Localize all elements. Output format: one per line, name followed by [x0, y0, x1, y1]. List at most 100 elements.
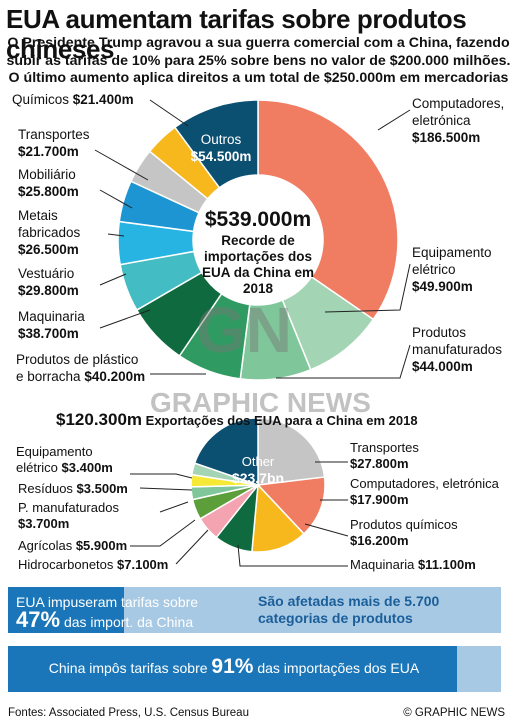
- leader-mobiliario: [99, 189, 133, 209]
- imports-slice-computadores-eletronica: [257, 99, 399, 321]
- label-mobiliario-name: Mobiliário: [18, 167, 76, 182]
- label-metais-name-1: Metais: [18, 208, 58, 223]
- exp-leader-agri: [130, 519, 196, 547]
- exp-resid-name: Resíduos: [18, 481, 73, 496]
- leader-maquinaria: [99, 309, 151, 329]
- label-plastico: Produtos de plástico e borracha $40.200m: [16, 351, 145, 385]
- exp-resid-value: $3.500m: [76, 481, 128, 496]
- label-quimicos-name: Químicos: [12, 92, 70, 107]
- exp-pman-name: P. manufaturados: [18, 500, 119, 515]
- headline: EUA aumentam tarifas sobre produtos chin…: [6, 4, 467, 64]
- label-mobiliario-value: $25.800m: [18, 184, 79, 199]
- exp-equip-name-2: elétrico: [16, 460, 58, 475]
- leader-prodman: [276, 344, 411, 379]
- leader-metais: [107, 233, 125, 237]
- leader-equipamento: [324, 263, 411, 313]
- exports-pie: [190, 417, 326, 553]
- exp-quim-name: Produtos químicos: [350, 517, 458, 532]
- exports-title: $120.300m Exportações dos EUA para a Chi…: [56, 410, 476, 431]
- label-prodman-name-1: Produtos: [412, 325, 467, 340]
- exp-pman-value: $3.700m: [18, 516, 70, 531]
- label-equipamento-name-1: Equipamento: [412, 245, 492, 260]
- exp-comp-value: $17.900m: [350, 492, 409, 507]
- us-tariff-pct: 47%: [16, 607, 61, 632]
- label-equipamento: Equipamento elétrico $49.900m: [412, 244, 492, 295]
- credit: © GRAPHIC NEWS: [403, 707, 505, 719]
- label-metais-name-2: fabricados: [18, 225, 81, 240]
- label-metais: Metais fabricados $26.500m: [18, 207, 80, 258]
- exp-comp-name: Computadores, eletrónica: [350, 476, 499, 491]
- label-transportes-value: $21.700m: [18, 144, 79, 159]
- label-maquinaria-value: $38.700m: [18, 326, 79, 341]
- exports-other-value: $23.7bn: [231, 470, 285, 486]
- exp-label-equipamento: Equipamento elétrico $3.400m: [16, 444, 113, 476]
- exp-label-quimicos: Produtos químicos $16.200m: [350, 517, 458, 549]
- imports-slice-outros: [173, 99, 259, 189]
- outros-name: Outros: [200, 132, 242, 147]
- imports-center-hole: [194, 176, 322, 304]
- label-transportes: Transportes $21.700m: [18, 126, 90, 160]
- exp-label-transportes: Transportes $27.800m: [350, 440, 419, 472]
- exp-equip-name-1: Equipamento: [16, 444, 93, 459]
- exp-label-computadores: Computadores, eletrónica $17.900m: [350, 476, 499, 508]
- exp-maq-value: $11.100m: [417, 557, 476, 572]
- label-mobiliario: Mobiliário $25.800m: [18, 166, 79, 200]
- us-tariff-fill: [8, 587, 124, 633]
- label-metais-value: $26.500m: [18, 242, 79, 257]
- exp-label-agricolas: Agrícolas $5.900m: [18, 538, 127, 554]
- exp-leader-hidro: [175, 529, 209, 565]
- china-tariff-text: China impôs tarifas sobre 91% das import…: [8, 656, 460, 679]
- label-plastico-value: $40.200m: [84, 369, 146, 384]
- label-vestuario: Vestuário $29.800m: [18, 265, 79, 299]
- label-equipamento-value: $49.900m: [412, 279, 473, 294]
- exp-label-residuos: Resíduos $3.500m: [18, 481, 128, 497]
- sources: Fontes: Associated Press, U.S. Census Bu…: [8, 707, 249, 719]
- exports-caption: Exportações dos EUA para a China em 2018: [145, 413, 418, 428]
- exp-leader-pman: [159, 501, 189, 513]
- china-tariff-b: das importações dos EUA: [257, 660, 420, 676]
- label-vestuario-name: Vestuário: [18, 266, 75, 281]
- us-tariff-text: EUA impuseram tarifas sobre 47% das impo…: [16, 593, 246, 631]
- exp-leader-maq: [237, 544, 348, 567]
- watermark-logo: GN: [196, 294, 292, 366]
- categories-text: São afetadas mais de 5.700 categorias de…: [258, 593, 440, 626]
- imports-total: $539.000m: [204, 208, 312, 231]
- exp-maq-name: Maquinaria: [350, 557, 415, 572]
- exp-leader-quim: [304, 523, 349, 537]
- watermark-text: GRAPHIC NEWS: [150, 387, 371, 418]
- china-tariff-pct: 91%: [211, 655, 254, 678]
- outros-label: Outros $54.500m: [186, 131, 256, 165]
- china-tariff-a: China impôs tarifas sobre: [48, 660, 208, 676]
- label-plastico-name-1: Produtos de plástico: [16, 352, 139, 367]
- imports-caption: Recorde de importações dos EUA da China …: [201, 233, 315, 296]
- label-computadores-name-1: Computadores,: [412, 96, 505, 111]
- exports-total: $120.300m: [56, 410, 143, 429]
- label-transportes-name: Transportes: [18, 127, 90, 142]
- us-tariff-box: EUA impuseram tarifas sobre 47% das impo…: [8, 587, 501, 633]
- exp-hidro-value: $7.100m: [117, 557, 169, 572]
- us-tariff-line1: EUA impuseram tarifas sobre: [16, 594, 199, 610]
- label-prodman-name-2: manufaturados: [412, 342, 503, 357]
- label-computadores-name-2: eletrónica: [412, 113, 471, 128]
- label-prodman-value: $44.000m: [412, 359, 473, 374]
- label-computadores-value: $186.500m: [412, 130, 481, 145]
- label-maquinaria-name: Maquinaria: [18, 309, 85, 324]
- leader-vestuario: [99, 273, 127, 286]
- exports-slice-other: [193, 417, 259, 487]
- exp-label-hidro: Hidrocarbonetos $7.100m: [18, 557, 168, 573]
- exp-label-pman: P. manufaturados $3.700m: [18, 500, 119, 532]
- imports-center: $539.000m Recorde de importações dos EUA…: [196, 207, 320, 297]
- exports-other-name: Other: [241, 454, 275, 469]
- leader-quimicos: [149, 99, 189, 127]
- exp-label-maquinaria: Maquinaria $11.100m: [350, 557, 476, 573]
- exp-leader-resid: [139, 487, 193, 491]
- label-produtos-manufaturados: Produtos manufaturados $44.000m: [412, 324, 502, 375]
- exp-agri-value: $5.900m: [75, 538, 128, 553]
- leader-computadores: [377, 109, 411, 131]
- exp-transportes-value: $27.800m: [350, 456, 409, 471]
- exp-agri-name: Agrícolas: [18, 538, 73, 553]
- label-quimicos: Químicos $21.400m: [12, 91, 134, 108]
- outros-value: $54.500m: [190, 149, 252, 164]
